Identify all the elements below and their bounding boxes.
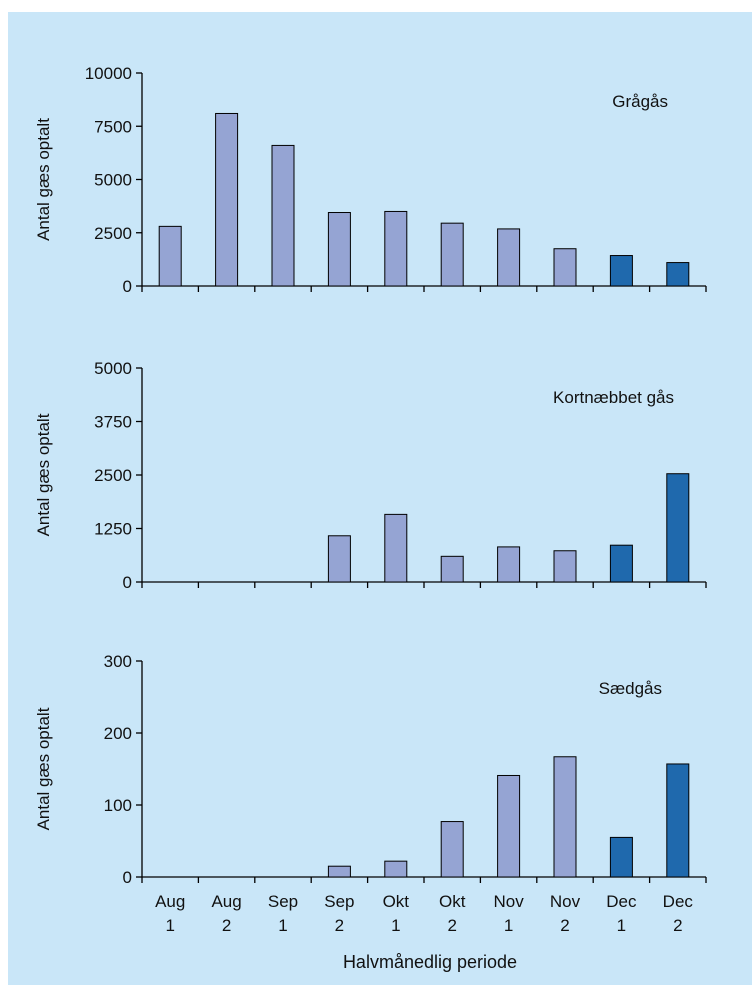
bar: [440, 821, 464, 878]
panel-title: Kortnæbbet gås: [553, 388, 674, 407]
x-category-label: 2: [673, 916, 682, 935]
panel-title: Sædgås: [599, 679, 662, 698]
bar: [327, 865, 351, 878]
x-category-label: 1: [165, 916, 174, 935]
x-category-label: Aug: [155, 892, 185, 911]
y-tick-label: 5000: [94, 171, 132, 190]
x-category-label: Sep: [268, 892, 298, 911]
bar: [497, 774, 521, 878]
x-axis-title: Halvmånedlig periode: [343, 952, 517, 972]
bar: [327, 212, 351, 287]
chart-svg: Halvmånedlig periode 025005000750010000G…: [34, 64, 707, 972]
bar: [666, 262, 690, 287]
bar: [666, 763, 690, 878]
bar: [497, 228, 521, 287]
panel-title: Grågås: [612, 92, 668, 111]
x-category-label: 1: [504, 916, 513, 935]
x-category-label: Nov: [493, 892, 524, 911]
y-tick-label: 3750: [94, 413, 132, 432]
bar: [497, 546, 521, 583]
x-category-label: Nov: [550, 892, 581, 911]
x-category-label: 2: [335, 916, 344, 935]
x-category-label: 2: [447, 916, 456, 935]
bar: [384, 210, 408, 287]
chart-figure: Halvmånedlig periode 0 2500 5000 7500 10000 G…: [8, 12, 752, 985]
y-tick-label: 2500: [94, 224, 132, 243]
x-category-label: 2: [222, 916, 231, 935]
bar: [666, 473, 690, 583]
y-tick-label: 10000: [85, 64, 132, 83]
y-tick-label: 2500: [94, 466, 132, 485]
y-tick-label: 5000: [94, 359, 132, 378]
bar: [553, 756, 577, 878]
x-category-label: Dec: [663, 892, 694, 911]
x-category-label: Okt: [439, 892, 466, 911]
bar: [609, 544, 633, 583]
bar: [553, 550, 577, 583]
y-tick-label: 0: [123, 868, 132, 887]
x-category-label: Aug: [211, 892, 241, 911]
y-tick-label: 300: [104, 652, 132, 671]
x-category-label: Sep: [324, 892, 354, 911]
x-category-label: 1: [617, 916, 626, 935]
bar: [384, 513, 408, 583]
x-category-label: 2: [560, 916, 569, 935]
y-axis-title: Antal gæs optalt: [34, 413, 53, 536]
bar: [553, 248, 577, 287]
y-axis-title: Antal gæs optalt: [34, 118, 53, 241]
bar: [215, 112, 239, 287]
y-tick-label: 0: [123, 573, 132, 592]
bar: [609, 255, 633, 287]
bar: [271, 144, 295, 287]
y-tick-label: 0: [123, 277, 132, 296]
y-tick-label: 200: [104, 724, 132, 743]
bar: [440, 222, 464, 287]
y-axis-title: Antal gæs optalt: [34, 707, 53, 830]
bar: [327, 535, 351, 583]
x-category-label: 1: [278, 916, 287, 935]
y-tick-label: 1250: [94, 520, 132, 539]
x-category-label: 1: [391, 916, 400, 935]
x-category-label: Okt: [383, 892, 410, 911]
bar: [440, 555, 464, 583]
y-tick-label: 7500: [94, 117, 132, 136]
bar: [158, 225, 182, 287]
bar: [609, 836, 633, 878]
bar: [384, 860, 408, 878]
x-category-label: Dec: [606, 892, 637, 911]
y-tick-label: 100: [104, 796, 132, 815]
